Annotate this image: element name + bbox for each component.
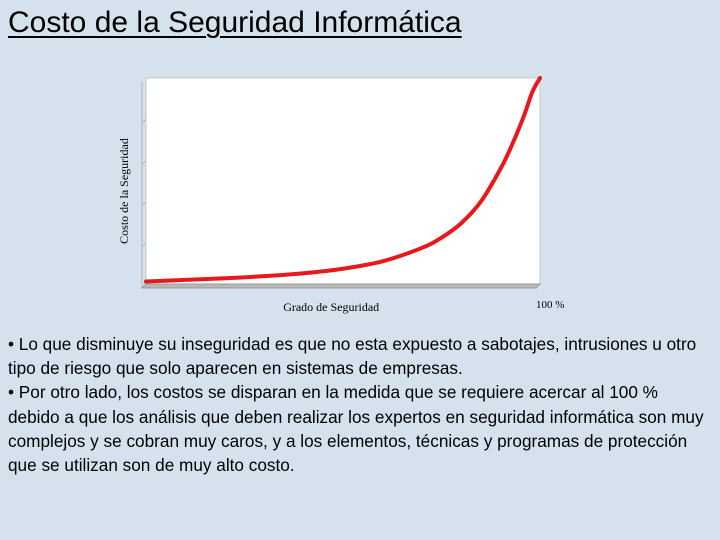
body-text: • Lo que disminuye su inseguridad es que…	[8, 332, 712, 477]
plot-area	[140, 77, 542, 289]
y-axis-label: Costo de la Seguridad	[117, 138, 131, 244]
x-axis-label: Grado de Seguridad	[283, 300, 379, 314]
bullet-paragraph: • Por otro lado, los costos se disparan …	[8, 382, 704, 476]
page-title: Costo de la Seguridad Informática	[8, 6, 462, 39]
series-layer	[144, 76, 542, 284]
plot-floor	[140, 283, 542, 289]
grid-tick	[141, 201, 147, 206]
bullet-paragraph: • Lo que disminuye su inseguridad es que…	[8, 334, 697, 379]
grid-tick	[141, 242, 147, 248]
plot-background	[145, 77, 541, 285]
chart-svg: Costo de la Seguridad Grado de Seguridad…	[117, 76, 564, 314]
series-line-0	[144, 76, 542, 284]
x-axis-end-label: 100 %	[536, 299, 564, 311]
chart: Costo de la Seguridad Grado de Seguridad…	[100, 60, 580, 320]
grid-tick	[141, 118, 147, 124]
grid-tick	[141, 160, 147, 165]
